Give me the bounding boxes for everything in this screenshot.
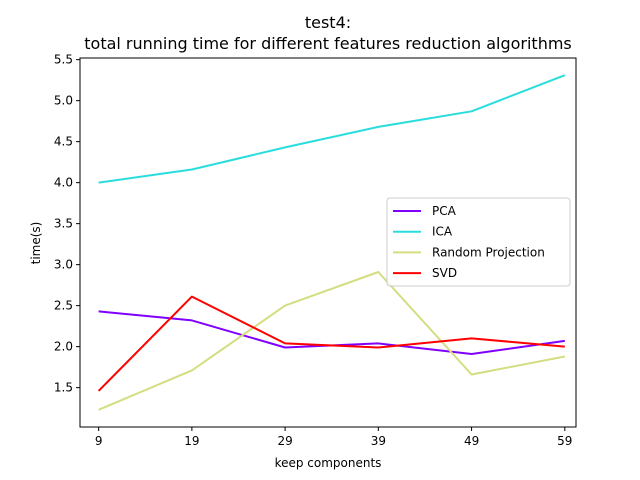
y-tick-label: 2.0: [54, 340, 73, 354]
y-tick-label: 2.5: [54, 299, 73, 313]
y-tick-label: 4.5: [54, 135, 73, 149]
legend-box: [386, 197, 571, 287]
y-axis-ticks: 1.5 2.0 2.5 3.0 3.5 4.0 4.5 5.0 5.5: [54, 53, 80, 395]
x-tick-label: 39: [371, 434, 386, 448]
series-line-ica: [98, 74, 566, 184]
y-tick-label: 1.5: [54, 381, 73, 395]
x-tick-label: 9: [95, 434, 103, 448]
x-tick-label: 59: [557, 434, 572, 448]
chart-title-line-1: test4:: [305, 13, 351, 32]
legend-label: PCA: [432, 204, 457, 218]
x-tick-label: 19: [184, 434, 199, 448]
y-tick-label: 4.0: [54, 176, 73, 190]
y-tick-label: 3.0: [54, 258, 73, 272]
x-axis-ticks: 9 19 29 39 49 59: [95, 427, 572, 448]
legend-label: SVD: [432, 266, 457, 280]
series-line-random-projection: [98, 271, 565, 411]
x-tick-label: 49: [464, 434, 479, 448]
y-tick-label: 5.0: [54, 94, 73, 108]
x-tick-label: 29: [277, 434, 292, 448]
y-axis-label: time(s): [29, 222, 43, 265]
y-tick-label: 5.5: [54, 53, 73, 67]
series-line-pca: [98, 310, 565, 355]
legend-label: Random Projection: [432, 245, 545, 259]
plot-frame: [79, 57, 577, 428]
chart-title-line-2: total running time for different feature…: [84, 34, 572, 53]
series-layer: [97, 74, 566, 411]
legend-label: ICA: [432, 225, 453, 239]
y-tick-label: 3.5: [54, 217, 73, 231]
legend: PCA ICA Random Projection SVD: [386, 197, 571, 287]
series-line-svd: [97, 295, 565, 392]
x-axis-label: keep components: [275, 456, 382, 470]
